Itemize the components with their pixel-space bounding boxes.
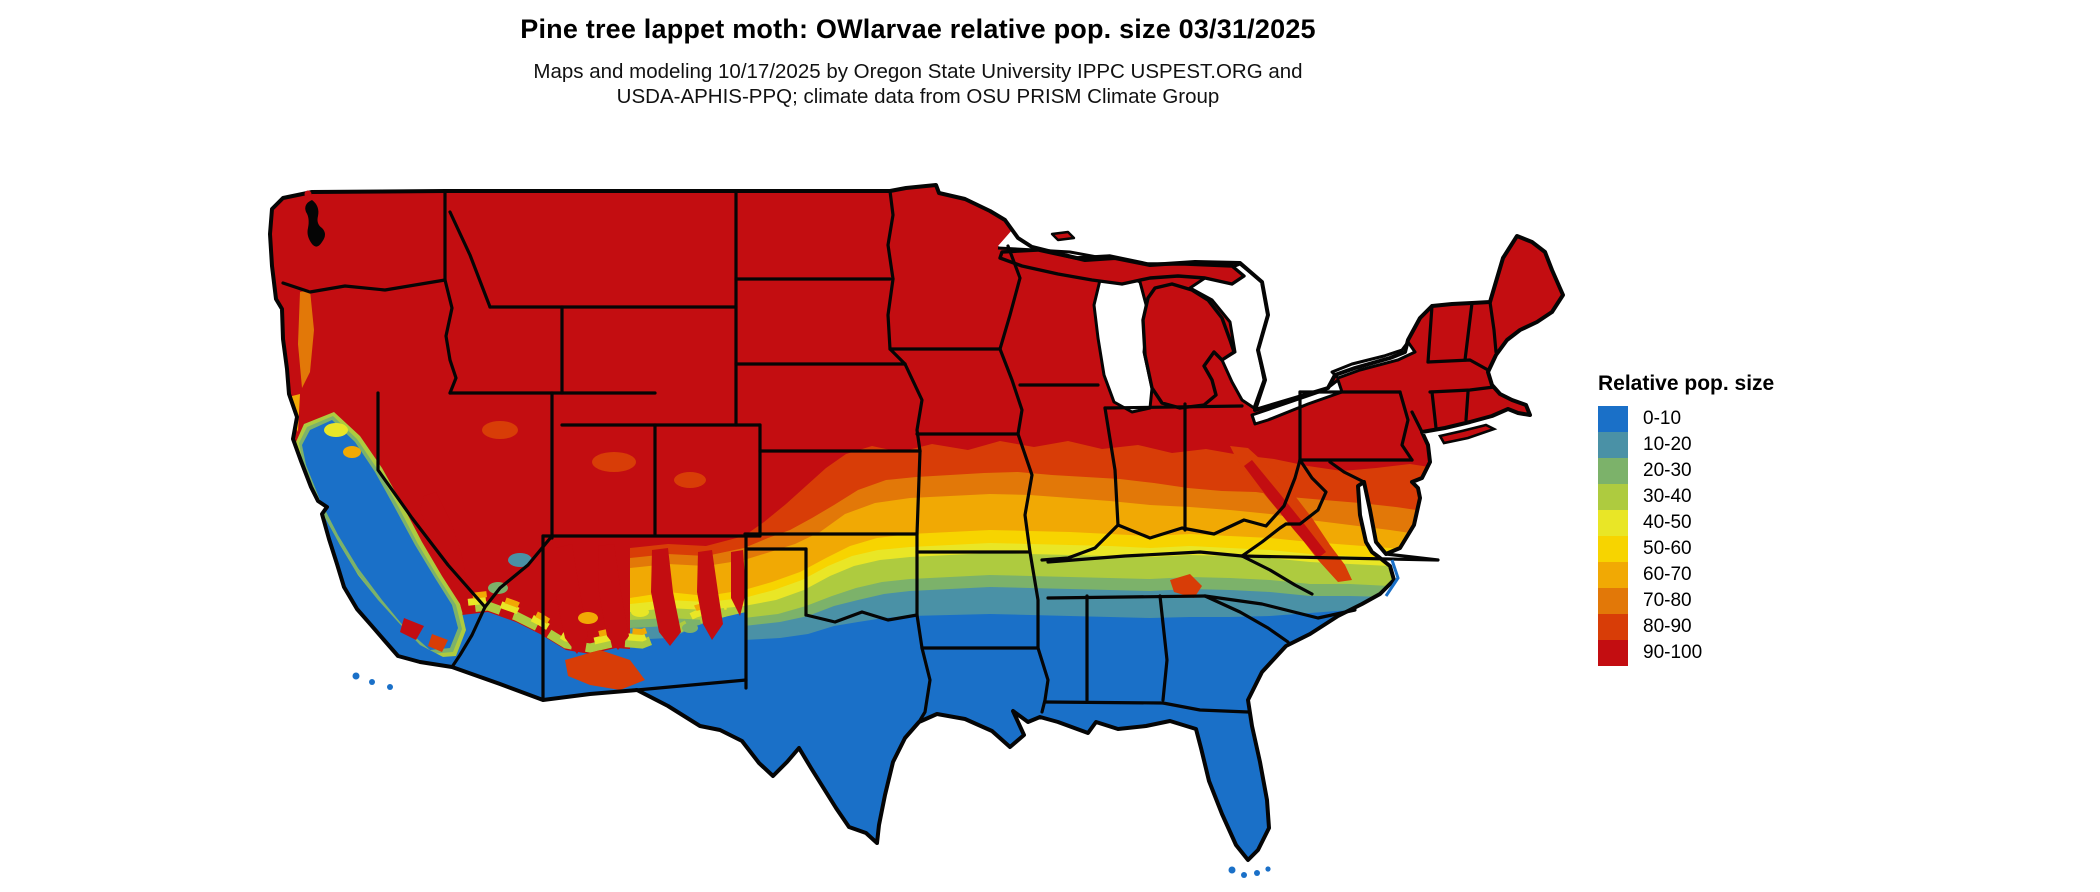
legend-swatch bbox=[1598, 484, 1628, 510]
header: Pine tree lappet moth: OWlarvae relative… bbox=[0, 14, 1836, 109]
legend: Relative pop. size 0-10 10-20 20-30 30-4… bbox=[1598, 372, 1858, 666]
legend-item: 0-10 bbox=[1598, 406, 1858, 432]
legend-swatch bbox=[1598, 406, 1628, 432]
legend-title: Relative pop. size bbox=[1598, 372, 1775, 395]
subtitle-line-2: USDA-APHIS-PPQ; climate data from OSU PR… bbox=[616, 85, 1220, 108]
legend-item: 30-40 bbox=[1598, 484, 1858, 510]
legend-label: 50-60 bbox=[1643, 538, 1692, 559]
page-title: Pine tree lappet moth: OWlarvae relative… bbox=[520, 14, 1316, 44]
legend-label: 30-40 bbox=[1643, 486, 1692, 507]
small-map-features bbox=[304, 190, 1498, 878]
legend-item: 50-60 bbox=[1598, 536, 1858, 562]
legend-label: 90-100 bbox=[1643, 642, 1703, 663]
state-borders bbox=[281, 189, 1498, 724]
legend-swatch bbox=[1598, 510, 1628, 536]
legend-item: 20-30 bbox=[1598, 458, 1858, 484]
subtitle-line-1: Maps and modeling 10/17/2025 by Oregon S… bbox=[533, 60, 1303, 83]
legend-label: 80-90 bbox=[1643, 616, 1692, 637]
legend-label: 60-70 bbox=[1643, 564, 1692, 585]
legend-swatch bbox=[1598, 536, 1628, 562]
legend-label: 10-20 bbox=[1643, 434, 1692, 455]
legend-swatch bbox=[1598, 614, 1628, 640]
legend-swatch bbox=[1598, 562, 1628, 588]
legend-item: 10-20 bbox=[1598, 432, 1858, 458]
legend-item: 80-90 bbox=[1598, 614, 1858, 640]
legend-swatch bbox=[1598, 588, 1628, 614]
legend-swatch bbox=[1598, 432, 1628, 458]
legend-label: 0-10 bbox=[1643, 408, 1682, 429]
legend-item: 60-70 bbox=[1598, 562, 1858, 588]
michigan-peninsulas bbox=[998, 230, 1246, 410]
legend-label: 40-50 bbox=[1643, 512, 1692, 533]
legend-swatch bbox=[1598, 640, 1628, 666]
legend-item: 90-100 bbox=[1598, 640, 1858, 666]
legend-swatch bbox=[1598, 458, 1628, 484]
us-outline bbox=[268, 183, 1565, 862]
long-island bbox=[1438, 423, 1498, 445]
legend-item: 40-50 bbox=[1598, 510, 1858, 536]
legend-label: 20-30 bbox=[1643, 460, 1692, 481]
legend-item: 70-80 bbox=[1598, 588, 1858, 614]
legend-label: 70-80 bbox=[1643, 590, 1692, 611]
